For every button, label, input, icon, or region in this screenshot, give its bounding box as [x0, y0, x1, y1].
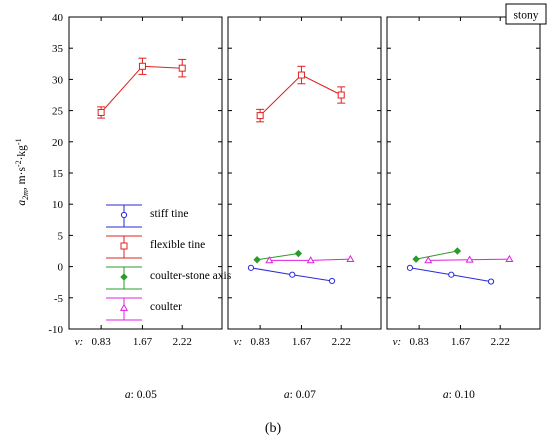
legend-marker: [120, 273, 128, 281]
series-line: [259, 74, 342, 116]
legend-entry: coulter-stone axis: [106, 266, 232, 290]
x-tick-label: 0.83: [410, 336, 430, 348]
data-point: [453, 247, 462, 255]
panel-frame: [227, 16, 382, 330]
y-tick-label: -10: [48, 324, 63, 336]
series-line: [100, 65, 183, 113]
condition-tag-box: [505, 3, 547, 25]
data-point: [256, 112, 264, 120]
condition-tag: stony: [514, 10, 539, 22]
x-tick-label: 2.22: [173, 336, 192, 348]
legend-marker: [119, 303, 129, 311]
legend-label: coulter-stone axis: [150, 270, 232, 282]
x-axis-prefix: v:: [393, 336, 402, 348]
panel-label: a: 0.10: [443, 389, 475, 401]
x-tick-label: 0.83: [251, 336, 271, 348]
y-tick-label: 20: [52, 137, 64, 149]
data-point: [346, 254, 355, 263]
legend-entry: coulter: [106, 297, 182, 321]
legend-entry: flexible tine: [106, 235, 205, 259]
legend-entry: stiff tine: [106, 204, 188, 228]
y-tick-label: -5: [54, 293, 64, 305]
y-tick-label: 25: [52, 106, 64, 118]
data-point: [297, 71, 305, 79]
data-point: [487, 278, 495, 285]
y-tick-label: 35: [52, 43, 64, 55]
series-line: [257, 253, 299, 261]
legend-marker: [120, 242, 128, 250]
data-point: [97, 108, 105, 116]
panel-frame: [386, 16, 541, 330]
data-point: [406, 264, 414, 271]
y-tick-label: 40: [52, 12, 64, 24]
panel-label: a: 0.05: [125, 389, 157, 401]
data-point: [412, 255, 420, 263]
data-point: [337, 91, 345, 99]
y-axis-label: a2m, m·s-2·kg-1: [14, 138, 30, 205]
data-point: [424, 256, 433, 264]
data-point: [306, 256, 315, 264]
data-point: [253, 256, 261, 264]
data-point: [465, 255, 474, 263]
data-point: [294, 249, 303, 258]
data-point: [265, 256, 274, 264]
data-point: [138, 62, 146, 70]
x-tick-label: 1.67: [292, 336, 312, 348]
x-tick-label: 2.22: [491, 336, 510, 348]
y-tick-label: 0: [58, 262, 64, 274]
data-point: [178, 64, 186, 72]
x-tick-label: 1.67: [451, 336, 471, 348]
x-axis-prefix: v:: [234, 336, 243, 348]
x-tick-label: 0.83: [92, 336, 112, 348]
series-line: [416, 250, 458, 260]
y-tick-label: 10: [52, 199, 64, 211]
y-tick-label: 5: [58, 230, 64, 242]
x-tick-label: 1.67: [133, 336, 153, 348]
legend-marker: [120, 211, 128, 219]
data-point: [247, 264, 255, 271]
legend-label: coulter: [150, 301, 182, 313]
data-point: [448, 271, 455, 278]
data-point: [505, 254, 514, 263]
panel-label: a: 0.07: [284, 389, 316, 401]
x-axis-prefix: v:: [75, 336, 84, 348]
legend-label: flexible tine: [150, 239, 205, 251]
figure-label: (b): [265, 421, 282, 436]
x-tick-label: 2.22: [332, 336, 351, 348]
y-tick-label: 15: [52, 168, 64, 180]
y-tick-label: 30: [52, 74, 64, 86]
legend-label: stiff tine: [150, 208, 188, 220]
data-point: [289, 271, 296, 278]
data-point: [328, 277, 336, 285]
